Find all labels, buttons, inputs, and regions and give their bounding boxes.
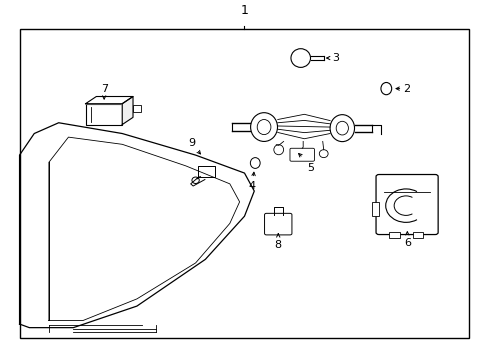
- Ellipse shape: [257, 120, 270, 135]
- Ellipse shape: [336, 121, 347, 135]
- FancyBboxPatch shape: [264, 213, 291, 235]
- Ellipse shape: [319, 150, 327, 158]
- Bar: [133, 105, 141, 112]
- Bar: [388, 233, 399, 238]
- Text: 8: 8: [274, 240, 281, 250]
- Ellipse shape: [329, 114, 354, 141]
- Polygon shape: [85, 96, 133, 104]
- Ellipse shape: [250, 158, 260, 168]
- Text: 5: 5: [306, 163, 313, 173]
- Ellipse shape: [192, 177, 199, 184]
- Text: 7: 7: [101, 84, 107, 94]
- Text: 9: 9: [188, 138, 195, 148]
- Ellipse shape: [273, 145, 283, 155]
- Ellipse shape: [380, 82, 391, 95]
- Text: 6: 6: [403, 238, 410, 248]
- Polygon shape: [122, 96, 133, 125]
- Text: 4: 4: [248, 181, 255, 192]
- Text: 1: 1: [240, 4, 248, 17]
- FancyBboxPatch shape: [375, 175, 437, 235]
- Ellipse shape: [250, 113, 277, 141]
- Bar: [85, 104, 122, 125]
- Ellipse shape: [290, 49, 310, 67]
- Text: 3: 3: [332, 53, 339, 63]
- Bar: [20, 29, 468, 338]
- Bar: [371, 202, 378, 216]
- Text: 2: 2: [403, 84, 410, 94]
- Bar: [412, 233, 423, 238]
- FancyBboxPatch shape: [289, 148, 314, 161]
